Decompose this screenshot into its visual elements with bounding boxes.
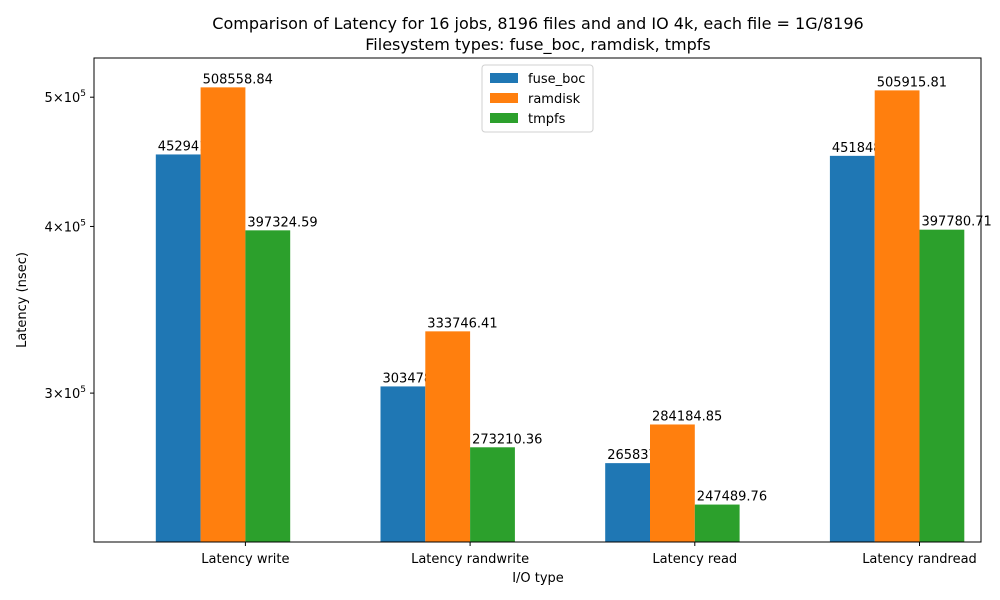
data-label-ramdisk-3: 505915.81 (877, 75, 947, 90)
chart-title-line1: Comparison of Latency for 16 jobs, 8196 … (212, 14, 863, 33)
x-axis-label: I/O type (512, 571, 564, 586)
bar-tmpfs-0 (245, 230, 291, 543)
bar-tmpfs-1 (470, 447, 515, 542)
bar-fuse_boc-1 (380, 386, 426, 542)
x-tick-label-3: Latency randread (862, 552, 977, 567)
bar-ramdisk-2 (650, 424, 695, 542)
data-label-tmpfs-0: 397324.59 (247, 215, 317, 230)
bar-tmpfs-2 (694, 504, 740, 542)
x-tick-label-2: Latency read (652, 552, 737, 567)
legend-swatch-ramdisk (490, 93, 518, 103)
data-label-ramdisk-0: 508558.84 (203, 72, 273, 87)
x-tick-label-1: Latency randwrite (411, 552, 529, 567)
x-tick-label-0: Latency write (201, 552, 289, 567)
data-label-tmpfs-2: 247489.76 (697, 490, 767, 505)
bar-fuse_boc-0 (155, 154, 201, 542)
y-tick-label-1: 4×105 (45, 218, 86, 235)
legend-label-ramdisk: ramdisk (528, 92, 581, 107)
data-label-ramdisk-1: 333746.41 (427, 316, 497, 331)
data-label-tmpfs-3: 397780.71 (922, 215, 992, 230)
bar-tmpfs-3 (919, 229, 965, 543)
bar-ramdisk-1 (425, 331, 471, 542)
bar-fuse_boc-2 (605, 463, 650, 542)
legend-swatch-tmpfs (490, 113, 518, 123)
bar-ramdisk-3 (874, 90, 920, 543)
bar-ramdisk-0 (200, 87, 246, 542)
data-label-tmpfs-1: 273210.36 (472, 432, 542, 447)
legend-label-fuse_boc: fuse_boc (528, 72, 585, 87)
y-tick-label-2: 5×105 (45, 89, 86, 106)
bar-fuse_boc-3 (829, 155, 875, 542)
data-label-ramdisk-2: 284184.85 (652, 409, 722, 424)
y-tick-label-0: 3×105 (45, 385, 86, 402)
legend-label-tmpfs: tmpfs (528, 112, 566, 127)
chart-title-line2: Filesystem types: fuse_boc, ramdisk, tmp… (365, 35, 710, 55)
axes-frame (93, 57, 982, 543)
y-axis-label: Latency (nsec) (15, 252, 30, 348)
plot-area: 452941.72303478.38265837.31451848.265085… (45, 72, 992, 567)
legend-swatch-fuse_boc (490, 73, 518, 83)
